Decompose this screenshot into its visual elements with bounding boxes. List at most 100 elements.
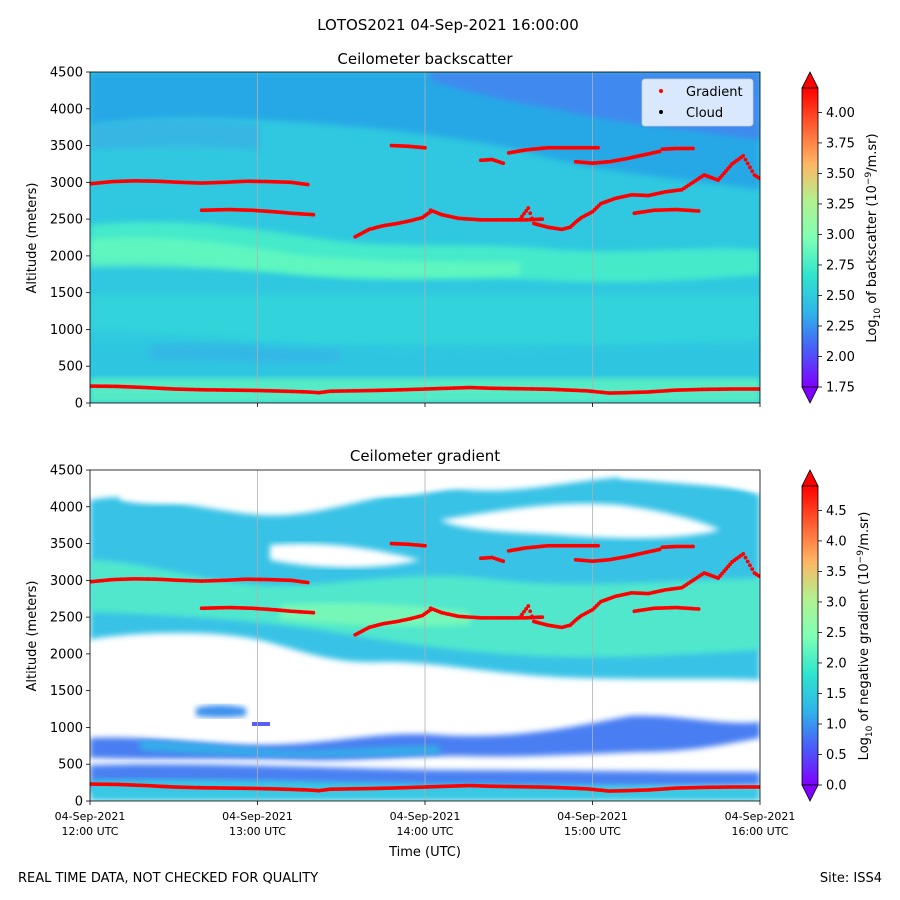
colorbar-tick-label: 3.5 — [826, 565, 847, 580]
gradient-point — [847, 575, 851, 579]
y-tick-label: 3500 — [50, 537, 83, 552]
gradient-point — [762, 387, 766, 391]
gradient-point — [879, 599, 883, 603]
colorbar-tick-label: 2.25 — [826, 319, 855, 334]
gradient-point — [691, 544, 695, 549]
gradient-point — [775, 582, 779, 586]
y-tick-label: 2500 — [50, 213, 83, 228]
y-tick-label: 500 — [58, 360, 83, 375]
gradient-point — [865, 390, 869, 394]
gradient-point — [791, 579, 795, 583]
x-tick-time: 12:00 UTC — [61, 825, 118, 838]
gradient-point — [596, 145, 600, 150]
gradient-point — [501, 161, 506, 166]
gradient-point — [748, 165, 752, 170]
x-tick-date: 04-Sep-2021 — [222, 810, 293, 823]
colorbar-tick-label: 3.50 — [826, 167, 855, 182]
gradient-point — [781, 183, 785, 187]
gradient-point — [785, 181, 789, 185]
gradient-point — [540, 217, 545, 222]
gradient-point — [741, 551, 746, 556]
colorbar-tick-label: 2.5 — [826, 626, 847, 641]
y-tick-label: 500 — [58, 758, 83, 773]
gradient-point — [765, 387, 769, 391]
colorbar-tick-label: 3.75 — [826, 136, 855, 151]
gradient-point — [773, 387, 777, 391]
gradient-grid — [257, 470, 593, 801]
gradient-point — [305, 580, 310, 585]
y-tick-label: 3500 — [50, 139, 83, 154]
gradient-point — [859, 390, 863, 394]
y-tick-label: 2500 — [50, 611, 83, 626]
gradient-title: Ceilometer gradient — [350, 447, 500, 465]
y-tick-label: 0 — [75, 795, 83, 810]
gradient-point — [820, 786, 824, 790]
gradient-point — [788, 388, 792, 392]
x-tick-date: 04-Sep-2021 — [390, 810, 461, 823]
gradient-point — [691, 146, 695, 151]
x-tick-time: 16:00 UTC — [731, 825, 788, 838]
gradient-point — [795, 388, 799, 392]
gradient-point — [821, 567, 825, 571]
gradient-point — [796, 183, 800, 187]
gradient-point — [768, 182, 772, 186]
colorbar-tick-label: 4.00 — [826, 106, 855, 121]
gradient-point — [657, 547, 662, 552]
legend-gradient-marker — [659, 89, 663, 93]
colorbar-tick-label: 0.0 — [826, 779, 847, 794]
y-tick-label: 2000 — [50, 647, 83, 662]
gradient-point — [522, 609, 527, 614]
gradient-point — [790, 786, 794, 790]
backscatter-y-axis: 0 500 1000 1500 2000 2500 3000 3500 4000 4500 — [50, 66, 90, 412]
backscatter-x-ticks — [89, 403, 761, 407]
colorbar-tick-label: 1.5 — [826, 687, 847, 702]
gradient-point — [767, 785, 771, 789]
gradient-point — [528, 211, 533, 216]
colorbar-tick-label: 3.00 — [826, 228, 855, 243]
gradient-point — [769, 387, 773, 391]
gradient-point — [857, 390, 861, 394]
gradient-point — [311, 610, 316, 615]
gradient-point — [773, 785, 777, 789]
y-tick-label: 1000 — [50, 323, 83, 338]
gradient-point — [870, 390, 874, 394]
gradient-point — [876, 597, 880, 601]
colorbar-tick-label: 1.0 — [826, 717, 847, 732]
gradient-point — [865, 788, 869, 792]
gradient-point — [777, 582, 781, 586]
gradient-point — [750, 169, 755, 174]
backscatter-title: Ceilometer backscatter — [337, 50, 513, 68]
gradient-point — [788, 786, 792, 790]
y-tick-label: 1000 — [50, 721, 83, 736]
gradient-point — [792, 388, 796, 392]
gradient-point — [764, 578, 768, 582]
gradient-point — [518, 615, 522, 620]
gradient-point — [758, 387, 760, 391]
y-tick-label: 1500 — [50, 286, 83, 301]
gradient-point — [861, 390, 865, 394]
gradient-point — [779, 183, 783, 187]
gradient-point — [745, 559, 750, 564]
gradient-point — [745, 161, 750, 166]
x-tick-date: 04-Sep-2021 — [557, 810, 628, 823]
backscatter-y-label: Altitude (meters) — [25, 183, 40, 294]
gradient-point — [874, 595, 878, 599]
gradient-point — [861, 788, 865, 792]
gradient-point — [787, 579, 791, 583]
y-tick-label: 1500 — [50, 684, 83, 699]
backscatter-gradient-points — [90, 143, 874, 395]
gradient-point — [797, 388, 801, 392]
gradient-point — [528, 609, 533, 614]
gradient-y-label: Altitude (meters) — [25, 581, 40, 692]
gradient-point — [780, 387, 784, 391]
backscatter-colorbar-ticks: 1.75 2.00 2.25 2.50 2.75 3.00 3.25 3.50 3.75 4.00 — [818, 106, 855, 396]
gradient-point — [524, 208, 529, 213]
gradient-point — [793, 580, 797, 584]
gradient-point — [789, 578, 793, 582]
gradient-point — [784, 387, 788, 391]
x-tick-time: 15:00 UTC — [564, 825, 621, 838]
gradient-point — [767, 387, 771, 391]
gradient-point — [795, 786, 799, 790]
gradient-heatmap — [90, 470, 883, 801]
